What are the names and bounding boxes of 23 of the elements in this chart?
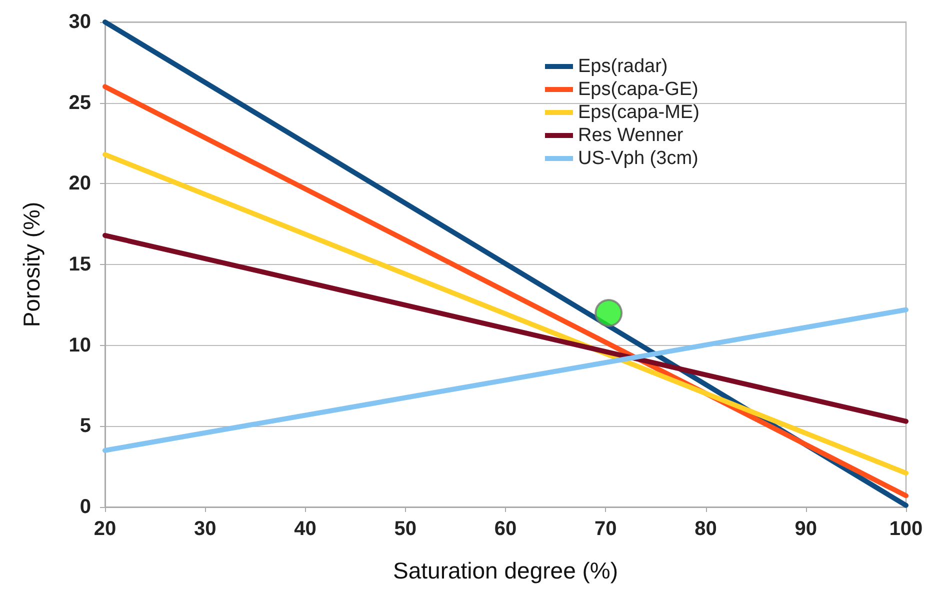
- x-tick-label: 50: [394, 518, 416, 540]
- legend-label: Eps(capa-GE): [578, 79, 698, 100]
- x-tick-label: 70: [594, 518, 617, 540]
- x-tick-label: 90: [794, 518, 817, 540]
- x-tick-label: 60: [494, 518, 517, 540]
- y-tick-label: 15: [68, 254, 91, 276]
- legend-label: Eps(radar): [578, 56, 668, 77]
- x-tick-label: 100: [889, 518, 923, 540]
- y-tick-label: 20: [68, 172, 91, 195]
- legend-label: Eps(capa-ME): [578, 102, 700, 123]
- legend-label: Res Wenner: [578, 125, 684, 146]
- x-tick-label: 80: [694, 518, 717, 540]
- y-tick-label: 25: [68, 92, 91, 114]
- legend-label: US-Vph (3cm): [578, 148, 698, 169]
- y-tick-label: 0: [80, 496, 91, 518]
- x-tick-label: 30: [194, 518, 216, 540]
- x-tick-label: 40: [294, 518, 316, 540]
- x-tick-label: 20: [94, 518, 116, 540]
- y-axis-title: Porosity (%): [18, 202, 44, 328]
- x-axis-title: Saturation degree (%): [392, 558, 618, 584]
- y-tick-label: 30: [68, 11, 91, 33]
- y-tick-label: 5: [80, 415, 91, 438]
- y-tick-label: 10: [68, 334, 91, 356]
